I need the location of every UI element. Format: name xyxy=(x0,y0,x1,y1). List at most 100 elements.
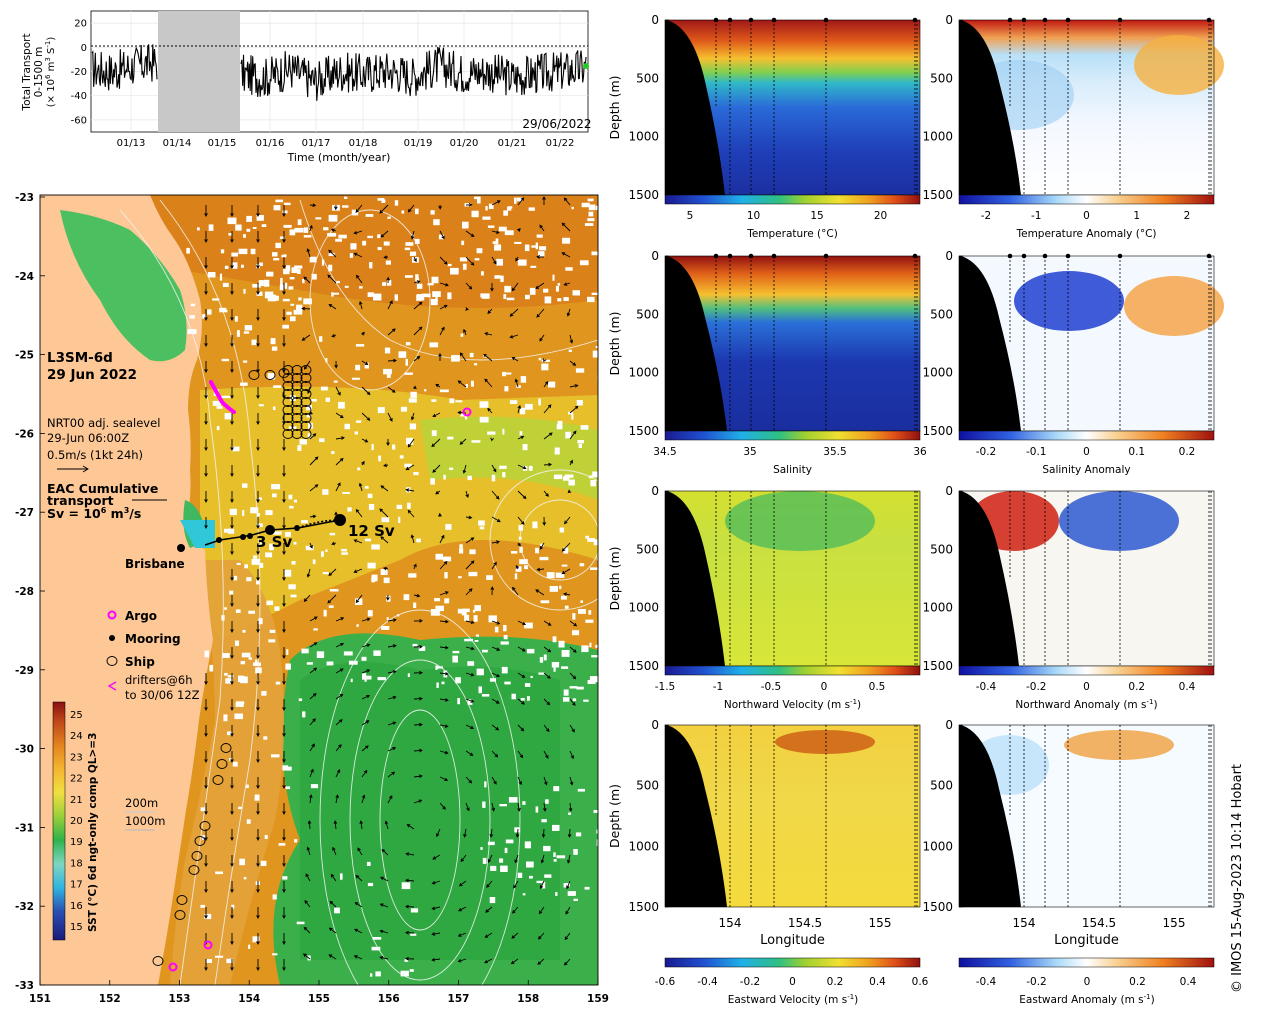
cloud-pixel xyxy=(518,525,523,531)
cloud-pixel xyxy=(580,425,589,430)
cloud-pixel xyxy=(579,563,585,567)
velocity-arrow xyxy=(515,828,520,838)
cloud-pixel xyxy=(450,267,459,275)
cloud-pixel xyxy=(476,248,483,254)
cloud-pixel xyxy=(282,210,288,214)
cloud-pixel xyxy=(251,558,261,565)
velocity-arrow xyxy=(537,958,545,965)
velocity-arrow xyxy=(309,718,316,726)
cloud-pixel xyxy=(578,443,582,448)
velocity-arrow xyxy=(491,490,500,500)
drifter-track xyxy=(209,380,236,414)
cloud-pixel xyxy=(372,937,382,940)
velocity-arrow xyxy=(309,484,319,492)
cloud-pixel xyxy=(460,413,466,417)
velocity-arrow xyxy=(543,490,549,497)
velocity-arrow xyxy=(543,672,551,679)
cloud-pixel xyxy=(264,291,274,299)
cloud-pixel xyxy=(589,676,598,683)
cloud-pixel xyxy=(294,265,303,269)
velocity-arrow xyxy=(513,880,519,889)
cloud-pixel xyxy=(306,662,313,665)
colorbar-tick-label: 0 xyxy=(789,976,796,988)
sst-colorbar xyxy=(52,701,66,941)
cloud-pixel xyxy=(239,858,245,866)
cloud-pixel xyxy=(383,577,390,584)
cloud-pixel xyxy=(272,252,278,257)
colorbar-label: Temperature Anomaly (°C) xyxy=(1015,228,1156,240)
velocity-arrow xyxy=(380,230,389,238)
colorbar-tick-label: 0.5 xyxy=(869,681,886,693)
velocity-arrow xyxy=(230,621,234,633)
cloud-pixel xyxy=(481,293,490,299)
cloud-pixel xyxy=(503,635,508,640)
ship-station xyxy=(300,373,312,383)
cloud-pixel xyxy=(551,662,560,668)
cloud-pixel xyxy=(248,944,251,949)
cloud-pixel xyxy=(575,368,585,373)
colorbar-bar xyxy=(958,430,1215,441)
velocity-arrow xyxy=(463,328,467,336)
cloud-pixel xyxy=(447,292,452,300)
cloud-pixel xyxy=(526,861,534,868)
cloud-pixel xyxy=(234,713,243,720)
cloud-pixel xyxy=(593,539,598,546)
cloud-pixel xyxy=(239,675,242,680)
cloud-pixel xyxy=(350,678,353,683)
cloud-pixel xyxy=(529,875,533,879)
sealevel-contour xyxy=(159,199,261,985)
cloud-pixel xyxy=(286,311,292,315)
cloud-pixel xyxy=(241,264,244,268)
velocity-arrow xyxy=(563,958,571,966)
cloud-pixel xyxy=(508,797,518,803)
velocity-arrow xyxy=(333,820,338,830)
velocity-arrow xyxy=(410,534,415,544)
cloud-pixel xyxy=(246,819,251,824)
cloud-pixel xyxy=(383,368,392,375)
cloud-pixel xyxy=(221,358,229,362)
transport-latest-point xyxy=(583,63,589,69)
cloud-pixel xyxy=(505,839,514,844)
transport-series-line xyxy=(91,44,587,101)
colorbar-bar xyxy=(958,194,1215,205)
cloud-pixel xyxy=(190,303,196,307)
colorbar-label: Salinity xyxy=(773,464,812,476)
velocity-arrow xyxy=(204,517,208,529)
cloud-pixel xyxy=(229,508,237,516)
depth-tick-label: 500 xyxy=(930,779,953,793)
depth-tick-label: 0 xyxy=(651,13,659,27)
cloud-pixel xyxy=(538,251,545,257)
cloud-pixel xyxy=(517,872,523,878)
velocity-arrow xyxy=(361,386,371,396)
ship-station xyxy=(291,413,303,423)
cloud-pixel xyxy=(235,316,238,322)
velocity-arrow xyxy=(355,874,363,882)
cloud-pixel xyxy=(475,634,479,637)
cloud-pixel xyxy=(502,372,512,375)
cloud-pixel xyxy=(274,606,280,611)
ship-station xyxy=(282,429,294,439)
velocity-arrow xyxy=(515,256,519,262)
cloud-pixel xyxy=(303,227,309,233)
velocity-arrow xyxy=(282,881,286,893)
transport-y-label-line3: (× 106 m3 S-1) xyxy=(44,37,57,108)
velocity-arrow xyxy=(380,876,389,882)
cloud-pixel xyxy=(581,645,589,653)
cloud-pixel xyxy=(524,622,533,629)
velocity-arrow xyxy=(457,380,467,388)
cloud-pixel xyxy=(224,672,228,676)
velocity-arrow xyxy=(380,536,389,544)
ship-station xyxy=(188,865,200,875)
velocity-arrow xyxy=(491,750,499,758)
velocity-arrow xyxy=(410,412,415,421)
velocity-arrow xyxy=(230,465,234,477)
velocity-arrow xyxy=(491,540,501,544)
cloud-pixel xyxy=(233,575,238,581)
cloud-pixel xyxy=(404,247,411,251)
cloud-pixel xyxy=(524,841,531,849)
cloud-pixel xyxy=(227,731,233,736)
longitude-tick-label: 155 xyxy=(1163,916,1186,930)
cloud-pixel xyxy=(234,640,239,646)
cloud-pixel xyxy=(539,657,544,663)
map-y-tick-label: -29 xyxy=(15,665,34,677)
